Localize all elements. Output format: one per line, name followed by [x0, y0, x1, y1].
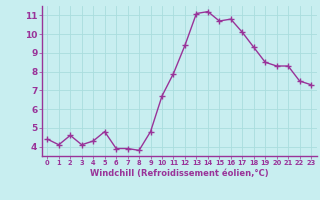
X-axis label: Windchill (Refroidissement éolien,°C): Windchill (Refroidissement éolien,°C): [90, 169, 268, 178]
